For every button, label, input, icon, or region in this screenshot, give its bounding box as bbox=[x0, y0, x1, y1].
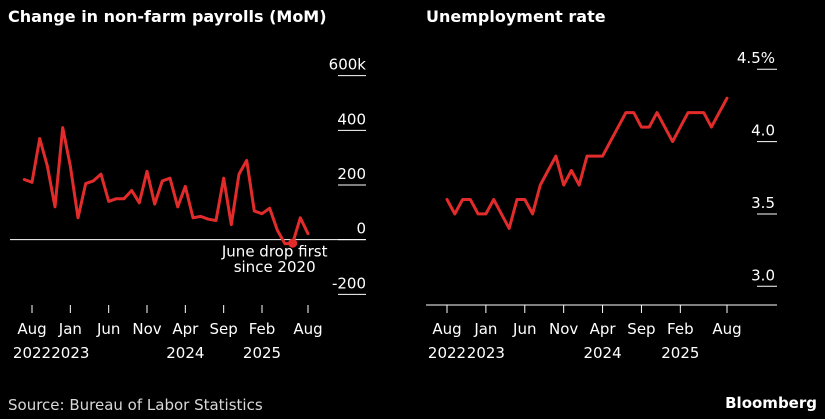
source-note: Source: Bureau of Labor Statistics bbox=[8, 396, 263, 414]
unemployment-x-year-label: 2022 bbox=[428, 344, 466, 362]
unemployment-x-tick-label: Feb bbox=[667, 320, 694, 338]
unemployment-y-tick-label: 3.0 bbox=[751, 266, 775, 284]
payrolls-y-tick-label: 600k bbox=[329, 56, 367, 74]
payrolls-y-tick-label: 0 bbox=[356, 220, 366, 238]
unemployment-x-tick-label: Nov bbox=[549, 320, 578, 338]
payrolls-x-tick-label: Sep bbox=[210, 320, 238, 338]
unemployment-x-year-label: 2025 bbox=[661, 344, 699, 362]
payrolls-x-year-label: 2025 bbox=[243, 344, 281, 362]
unemployment-y-tick-label: 4.0 bbox=[751, 122, 775, 140]
payrolls-series-line bbox=[22, 126, 310, 246]
payrolls-x-tick-label: Nov bbox=[132, 320, 161, 338]
payrolls-x-tick-label: Aug bbox=[17, 320, 46, 338]
payrolls-x-year-label: 2024 bbox=[166, 344, 204, 362]
payrolls-x-tick-label: Jan bbox=[58, 320, 82, 338]
payrolls-y-tick-label: 200 bbox=[337, 165, 366, 183]
payrolls-x-tick-label: Jun bbox=[96, 320, 120, 338]
payrolls-annotation: since 2020 bbox=[234, 258, 316, 276]
payrolls-x-tick-label: Aug bbox=[293, 320, 322, 338]
unemployment-y-tick-label: 4.5% bbox=[737, 49, 775, 67]
bloomberg-logo: Bloomberg bbox=[725, 394, 817, 412]
unemployment-x-tick-label: Jan bbox=[473, 320, 497, 338]
payrolls-x-year-label: 2023 bbox=[51, 344, 89, 362]
unemployment-y-tick-label: 3.5 bbox=[751, 194, 775, 212]
unemployment-x-tick-label: Aug bbox=[712, 320, 741, 338]
payrolls-x-tick-label: Apr bbox=[172, 320, 199, 338]
payrolls-x-year-label: 2022 bbox=[13, 344, 51, 362]
payrolls-annotation: June drop first bbox=[221, 243, 328, 261]
chart-title-unemployment: Unemployment rate bbox=[426, 7, 606, 26]
unemployment-x-tick-label: Jun bbox=[512, 320, 536, 338]
unemployment-x-tick-label: Apr bbox=[590, 320, 617, 338]
unemployment-x-tick-label: Aug bbox=[432, 320, 461, 338]
payrolls-y-tick-label: 400 bbox=[337, 110, 366, 128]
unemployment-x-year-label: 2023 bbox=[467, 344, 505, 362]
payrolls-highlight-dot bbox=[288, 238, 298, 248]
unemployment-x-tick-label: Sep bbox=[627, 320, 655, 338]
payrolls-y-tick-label: -200 bbox=[332, 274, 366, 292]
unemployment-x-year-label: 2024 bbox=[583, 344, 621, 362]
chart-title-payrolls: Change in non-farm payrolls (MoM) bbox=[8, 7, 327, 26]
unemployment-series-line bbox=[445, 96, 729, 230]
payrolls-x-tick-label: Feb bbox=[249, 320, 276, 338]
